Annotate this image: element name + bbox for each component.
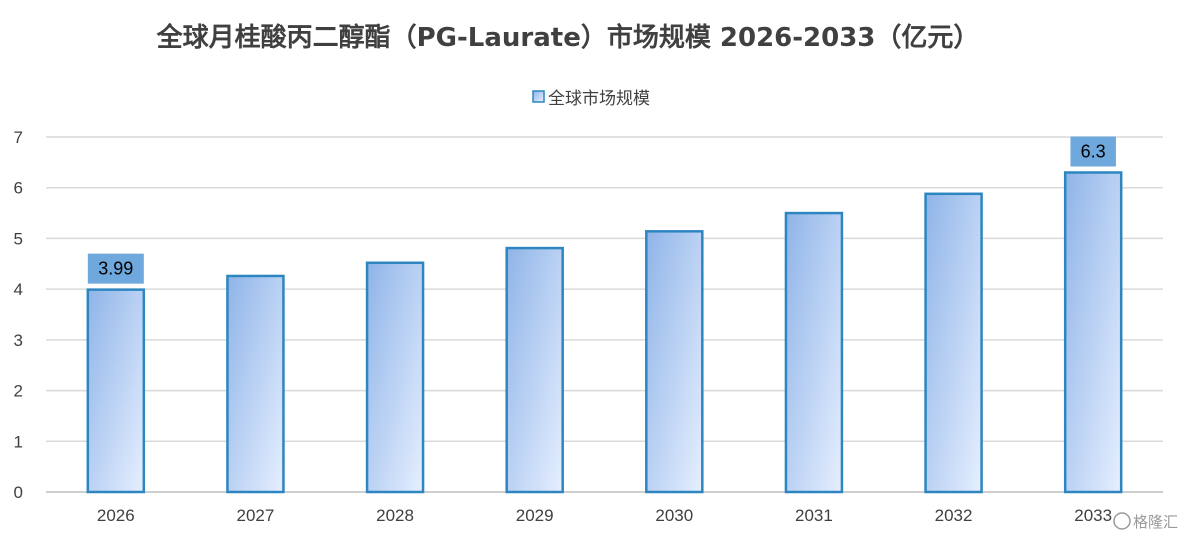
y-tick-label: 0 [14,483,23,502]
data-label-bg [1070,136,1116,167]
x-tick-label: 2026 [97,506,135,525]
data-label: 6.3 [1070,136,1116,167]
gridlines [46,136,1163,493]
x-tick-label: 2028 [376,506,414,525]
legend-label: 全球市场规模 [548,89,650,109]
data-label-text: 3.99 [98,259,133,279]
bar [645,230,704,494]
bar [365,261,425,494]
x-tick-label: 2031 [795,506,833,525]
y-tick-label: 5 [14,229,23,248]
y-tick-label: 6 [14,179,23,198]
watermark-logo-icon [1113,512,1131,530]
legend-swatch [532,90,545,103]
bar [1063,171,1123,494]
x-tick-label: 2033 [1074,506,1112,525]
x-tick-label: 2027 [237,506,275,525]
x-tick-label: 2030 [655,506,693,525]
x-axis-ticks: 2026 2027 2028 2029 2030 2031 2032 2033 [97,506,1112,525]
data-label-text: 6.3 [1081,142,1106,162]
y-axis-ticks: 0 1 2 3 4 5 6 7 [14,128,23,502]
watermark: 格隆汇 [1113,512,1178,531]
y-tick-label: 3 [14,331,23,350]
bar [86,288,146,494]
chart-title: 全球月桂酸丙二醇酯（PG-Laurate）市场规模 2026-2033（亿元） [156,22,980,53]
watermark-text: 格隆汇 [1133,513,1178,531]
data-labels: 3.99 6.3 [87,136,1116,284]
bar [226,274,285,494]
y-tick-label: 2 [14,382,23,401]
y-tick-label: 7 [14,128,23,147]
x-tick-label: 2032 [935,506,973,525]
bar [924,192,983,494]
bars [86,171,1123,494]
legend: 全球市场规模 [532,89,650,109]
y-tick-label: 1 [14,432,23,451]
data-label: 3.99 [87,253,144,284]
data-label-bg [87,253,144,284]
bar [784,211,844,494]
x-tick-label: 2029 [516,506,554,525]
bar [505,246,564,494]
y-tick-label: 4 [14,280,23,299]
